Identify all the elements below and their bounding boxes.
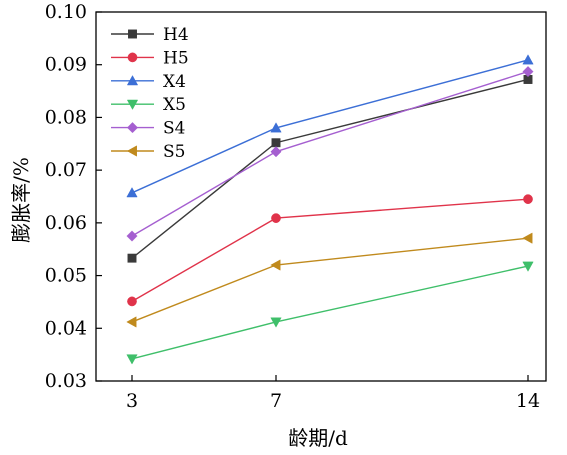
x-tick-label: 14 xyxy=(516,390,540,412)
data-point-x4 xyxy=(126,187,138,198)
data-point-x5 xyxy=(126,354,138,365)
series-line-h4 xyxy=(131,78,529,259)
legend: H4 H5 X4 X5 S4 S5 xyxy=(111,25,189,162)
series-x4 xyxy=(126,54,534,198)
legend-item-s4: S4 xyxy=(111,119,185,139)
legend-item-x5: X5 xyxy=(111,95,186,115)
data-point-h5 xyxy=(523,194,533,204)
data-point-x5 xyxy=(522,261,534,272)
legend-label: X4 xyxy=(163,72,186,92)
legend-label: S4 xyxy=(163,119,185,139)
legend-label: S5 xyxy=(163,142,185,162)
legend-item-x4: X4 xyxy=(111,72,186,92)
data-point-s4 xyxy=(270,146,282,158)
y-axis-title: 膨胀率/% xyxy=(9,157,33,243)
data-point-h5 xyxy=(271,213,281,223)
series-s5 xyxy=(126,232,533,328)
y-tick-label: 0.07 xyxy=(45,159,87,181)
y-tick-label: 0.03 xyxy=(45,370,87,392)
y-tick-label: 0.06 xyxy=(45,212,87,234)
series-line-h5 xyxy=(131,198,529,303)
data-point-h4 xyxy=(127,253,137,263)
data-point-s4 xyxy=(522,66,534,78)
plot-area xyxy=(126,54,534,365)
series-line-x5 xyxy=(131,265,529,360)
plot-frame xyxy=(95,11,547,382)
legend-label: X5 xyxy=(163,95,186,115)
legend-item-h4: H4 xyxy=(111,25,189,45)
legend-marker xyxy=(127,52,138,63)
y-tick-label: 0.05 xyxy=(45,265,87,287)
data-point-x4 xyxy=(270,122,282,133)
series-s4 xyxy=(126,66,534,242)
data-point-s5 xyxy=(522,232,533,244)
data-point-h4 xyxy=(271,138,281,148)
axes: 0.03 0.04 0.05 0.06 0.07 0.08 0.09 0.10 3 7 14 xyxy=(45,1,547,412)
data-point-h5 xyxy=(127,296,137,307)
data-point-s5 xyxy=(270,259,281,271)
legend-label: H4 xyxy=(163,25,189,45)
legend-label: H5 xyxy=(163,48,189,68)
x-axis-title: 龄期/d xyxy=(288,426,348,450)
y-tick-label: 0.04 xyxy=(45,317,87,339)
data-point-x5 xyxy=(270,317,282,328)
legend-marker xyxy=(126,99,139,110)
legend-marker xyxy=(126,145,137,157)
series-h4 xyxy=(127,75,533,263)
data-point-s4 xyxy=(126,230,138,242)
x-tick-label: 3 xyxy=(126,390,138,412)
y-tick-label: 0.08 xyxy=(45,106,87,128)
x-tick-label: 7 xyxy=(270,390,282,412)
y-tick-label: 0.10 xyxy=(45,1,87,23)
legend-marker xyxy=(126,75,139,86)
series-h5 xyxy=(127,194,533,307)
data-point-s5 xyxy=(126,316,137,328)
legend-item-s5: S5 xyxy=(111,142,185,162)
data-point-x4 xyxy=(522,54,534,65)
series-x5 xyxy=(126,261,534,365)
legend-item-h5: H5 xyxy=(111,48,189,68)
series-line-x4 xyxy=(131,59,529,194)
legend-marker xyxy=(128,29,137,39)
legend-marker xyxy=(126,122,139,134)
y-tick-label: 0.09 xyxy=(45,54,87,76)
